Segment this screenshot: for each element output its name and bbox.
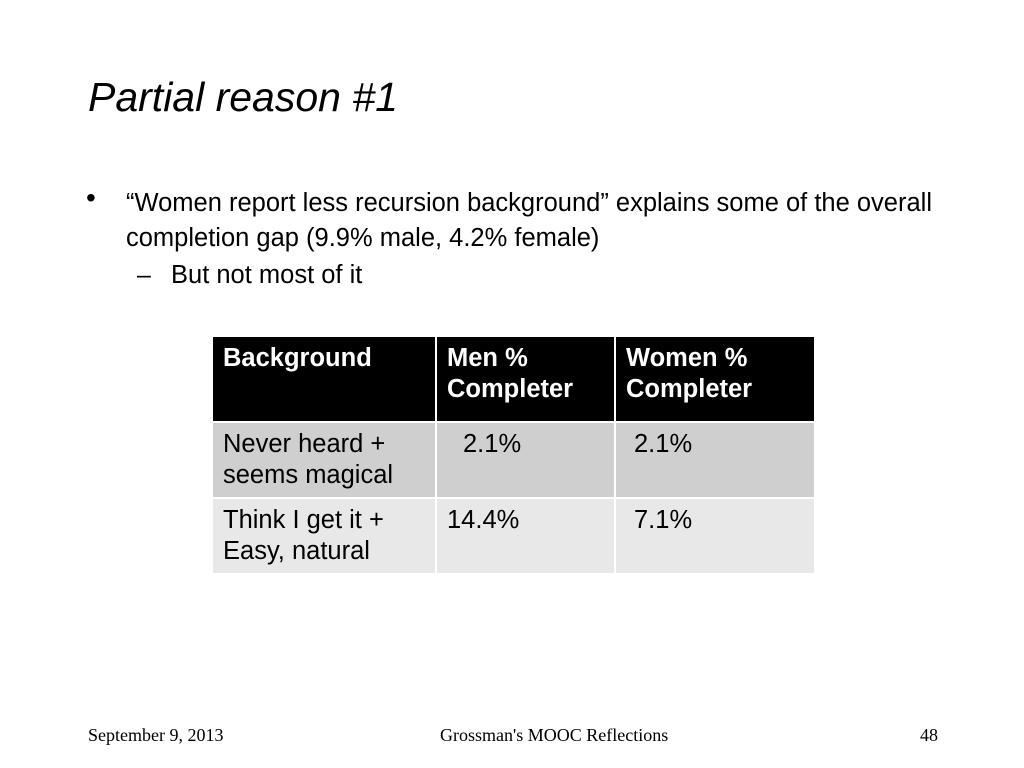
- table-cell: 2.1%: [616, 423, 814, 497]
- table-cell: 14.4%: [437, 499, 614, 573]
- table-row: Never heard + seems magical 2.1% 2.1%: [213, 423, 814, 497]
- header-cell: Women % Completer: [616, 337, 814, 421]
- page-number: 48: [920, 725, 938, 745]
- data-table: Background Men % Completer Women % Compl…: [211, 335, 816, 575]
- bullet-marker: •: [86, 182, 96, 213]
- sub-bullet-text: But not most of it: [171, 261, 363, 289]
- bullet-text: “Women report less recursion background”…: [126, 189, 932, 252]
- table-cell: 2.1%: [437, 423, 614, 497]
- table-row: Think I get it + Easy, natural 14.4% 7.1…: [213, 499, 814, 573]
- footer-title: Grossman's MOOC Reflections: [440, 725, 669, 745]
- header-row: Background Men % Completer Women % Compl…: [213, 337, 814, 421]
- slide-title: Partial reason #1: [88, 74, 398, 120]
- table-cell: Think I get it + Easy, natural: [213, 499, 435, 573]
- sub-bullet-marker: –: [137, 261, 151, 289]
- footer-date: September 9, 2013: [88, 725, 224, 745]
- header-cell: Men % Completer: [437, 337, 614, 421]
- table-cell: Never heard + seems magical: [213, 423, 435, 497]
- header-cell: Background: [213, 337, 435, 421]
- table-cell: 7.1%: [616, 499, 814, 573]
